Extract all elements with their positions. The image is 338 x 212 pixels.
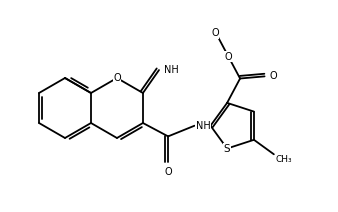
Text: O: O xyxy=(211,28,219,38)
Text: O: O xyxy=(270,71,277,81)
Text: O: O xyxy=(164,167,172,177)
Text: O: O xyxy=(113,73,121,83)
Text: CH₃: CH₃ xyxy=(276,155,292,164)
Text: O: O xyxy=(225,52,232,62)
Text: NH: NH xyxy=(195,121,210,131)
Text: S: S xyxy=(224,144,231,153)
Text: NH: NH xyxy=(164,65,179,75)
